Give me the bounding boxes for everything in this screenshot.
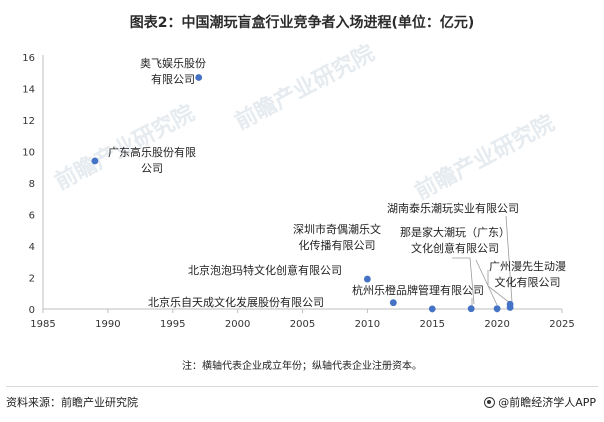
x-tick-label: 2025 [549,319,574,330]
point-label: 深圳市奇偶潮乐文 [293,222,381,236]
leader-line [505,215,513,303]
chart-note: 注：横轴代表企业成立年份；纵轴代表企业注册资本。 [182,361,422,372]
point-label: 有限公司 [151,72,195,86]
footer-divider [6,386,598,387]
point-label: 北京乐自天成文化发展股份有限公司 [148,295,324,309]
axes: 0 2 4 6 8 10 12 14 16 1985 1990 1995 2000 2005 2010 201… [22,53,574,330]
point-label: 公司 [141,162,163,175]
leader-line [487,270,511,304]
point-label: 湖南泰乐潮玩实业有限公司 [387,201,519,215]
data-points [91,74,514,313]
point-label: 那是家大潮玩（广东） [400,225,510,239]
point-label: 北京泡泡玛特文化创意有限公司 [188,263,342,277]
data-point [363,275,371,283]
x-tick-label: 2010 [355,319,380,330]
leader-line [452,257,475,305]
y-tick-label: 16 [22,53,35,64]
y-tick-label: 6 [29,211,35,222]
x-tick-label: 1995 [160,319,185,330]
x-tick-label: 2000 [225,319,250,330]
y-tick-label: 14 [22,85,35,96]
x-tick-label: 1990 [95,319,120,330]
x-tick-label: 2005 [290,319,315,330]
leader-line [475,259,498,306]
y-tick-label: 8 [29,179,35,190]
point-label: 杭州乐橙品牌管理有限公司 [352,283,484,297]
data-point [389,299,397,307]
data-point [195,74,203,81]
point-label: 化传播有限公司 [299,238,376,252]
data-point [467,305,475,313]
x-tick-label: 2020 [484,319,509,330]
chart-title: 图表2：中国潮玩盲盒行业竞争者入场进程(单位：亿元) [129,15,475,31]
data-point [428,305,436,313]
point-label: 奥飞娱乐股份 [140,56,206,70]
data-point [493,305,501,313]
point-label: 文化创意有限公司 [411,241,499,255]
y-tick-label: 10 [22,148,35,159]
data-point [506,300,514,308]
x-tick-label: 1985 [30,319,55,330]
x-tick-label: 2015 [420,319,445,330]
source-text: 资料来源：前瞻产业研究院 [6,396,138,409]
y-tick-label: 4 [29,242,35,253]
brand-credit: @前瞻经济学人APP [484,394,596,410]
leader-lines [452,215,513,309]
watermark-text: 前瞻产业研究院 [231,40,379,135]
y-tick-label: 12 [22,116,35,127]
y-tick-label: 0 [29,305,35,316]
data-point [91,157,99,165]
point-label: 广州漫先生动漫 [489,259,566,273]
point-label: 文化有限公司 [495,275,561,289]
watermark-text: 前瞻产业研究院 [411,110,559,205]
brand-logo-icon [484,396,496,408]
point-label: 广东高乐股份有限 [108,145,196,159]
y-tick-label: 2 [29,274,35,285]
brand-text: @前瞻经济学人APP [498,396,596,409]
